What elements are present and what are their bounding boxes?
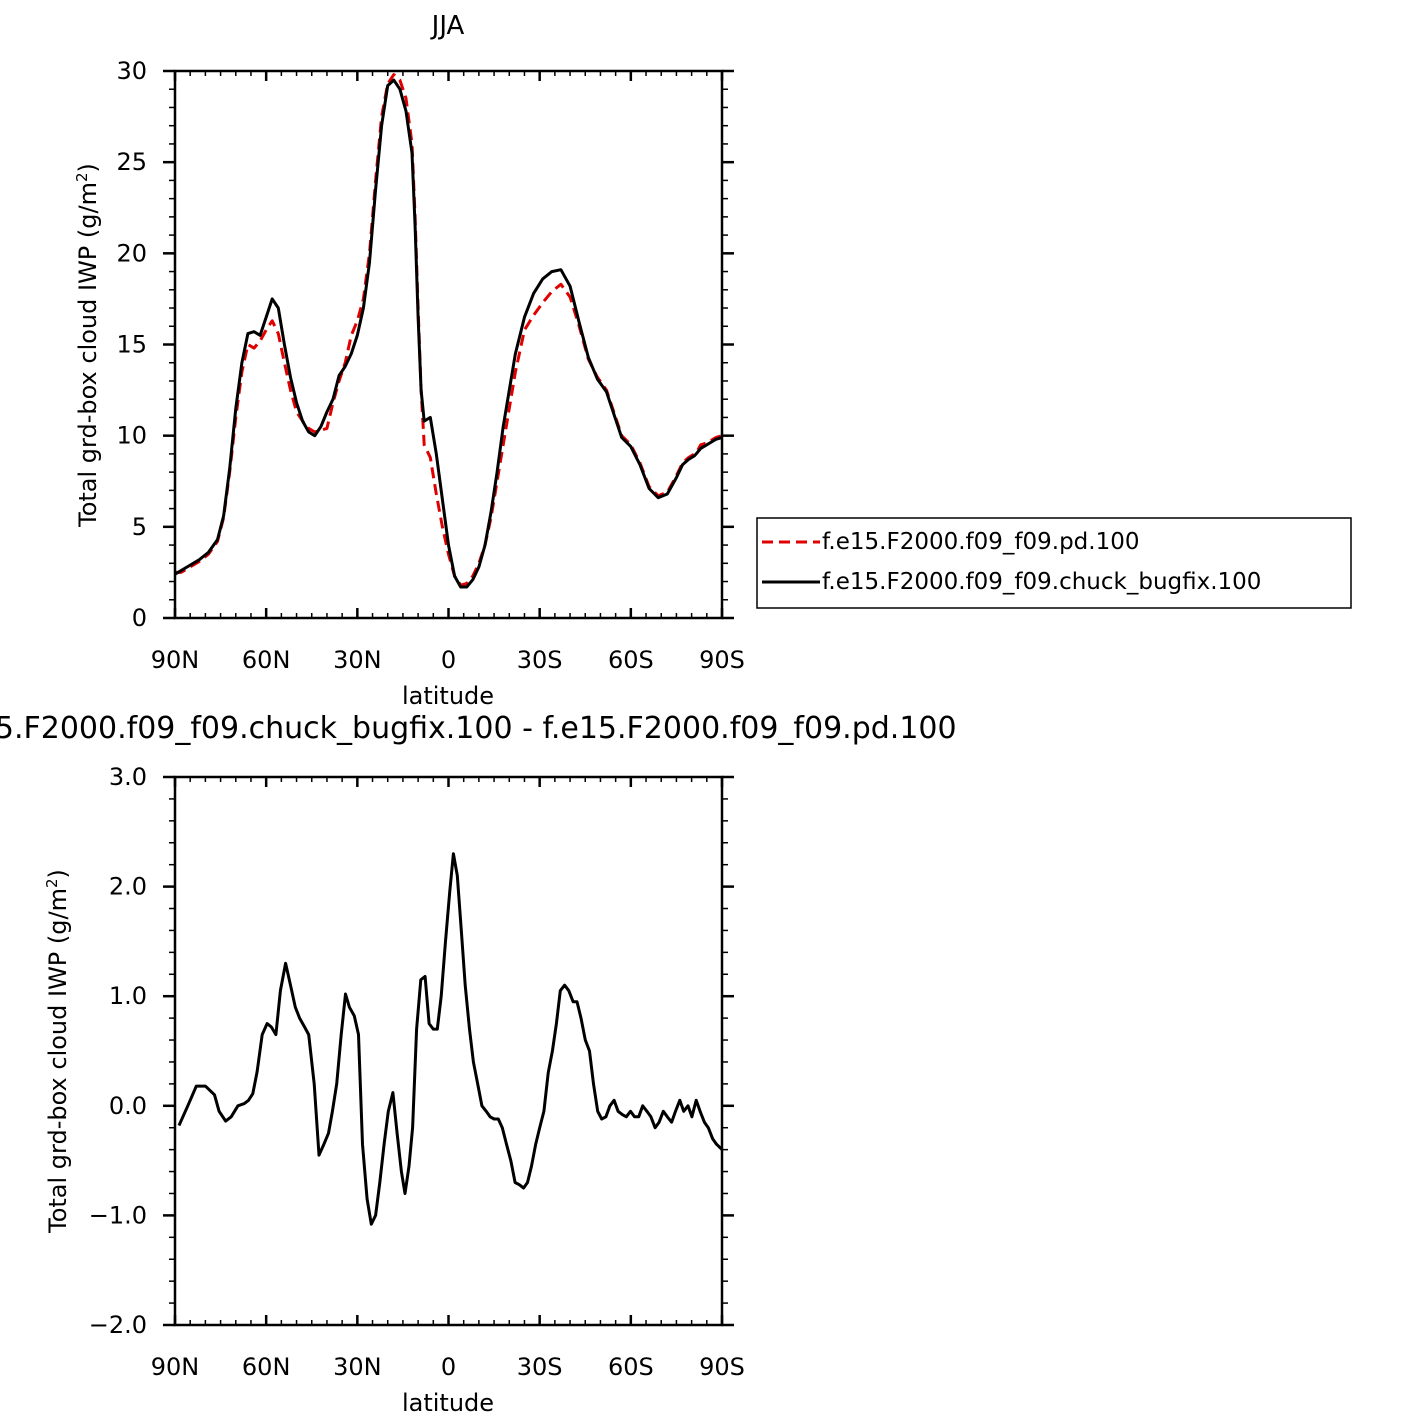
lower-plot-x-tick-label: 90N bbox=[151, 1353, 200, 1381]
lower-plot-y-tick-label: −1.0 bbox=[89, 1201, 147, 1229]
lower-plot-x-tick-label: 30N bbox=[333, 1353, 382, 1381]
upper-plot-y-tick-label: 25 bbox=[116, 148, 147, 176]
lower-plot-panel: f.e15.F2000.f09_f09.chuck_bugfix.100 - f… bbox=[0, 711, 957, 1417]
lower-plot-y-tick-label: 1.0 bbox=[109, 982, 147, 1010]
upper-plot-series-line-1 bbox=[174, 78, 723, 589]
upper-plot-ticks: 90N 60N 30N 0 30S 60S 90S 0 5 10 15 20 25 30 bbox=[116, 57, 744, 674]
upper-plot-y-axis-label-superscript: 2 bbox=[73, 172, 91, 182]
upper-plot-y-tick-label: 15 bbox=[116, 331, 147, 359]
lower-plot-ticks: 90N 60N 30N 0 30S 60S 90S −2.0 −1.0 0.0 1.0 2.0 3.0 bbox=[89, 763, 745, 1381]
upper-plot-x-axis-label: latitude bbox=[402, 682, 494, 710]
legend-label-chuck-bugfix: f.e15.F2000.f09_f09.chuck_bugfix.100 bbox=[822, 569, 1261, 595]
upper-plot-x-tick-label: 0 bbox=[441, 646, 456, 674]
upper-plot-x-tick-label: 30S bbox=[517, 646, 563, 674]
upper-plot-x-tick-label: 60S bbox=[608, 646, 654, 674]
upper-plot-x-tick-label: 90S bbox=[699, 646, 745, 674]
upper-plot-x-tick-label: 60N bbox=[242, 646, 291, 674]
lower-plot-x-tick-label: 0 bbox=[441, 1353, 456, 1381]
lower-plot-series-group bbox=[177, 852, 724, 1226]
upper-plot-series-line-0 bbox=[175, 73, 723, 587]
lower-plot-x-tick-label: 60N bbox=[242, 1353, 291, 1381]
lower-plot-x-tick-label: 60S bbox=[608, 1353, 654, 1381]
legend-frame bbox=[756, 517, 1352, 609]
upper-plot-x-tick-label: 90N bbox=[151, 646, 200, 674]
lower-plot-y-tick-label: 0.0 bbox=[109, 1092, 147, 1120]
lower-plot-y-axis-label-superscript: 2 bbox=[43, 878, 61, 888]
upper-plot-y-tick-label: 0 bbox=[132, 604, 147, 632]
upper-plot-y-tick-label: 5 bbox=[132, 513, 147, 541]
upper-plot-legend: f.e15.F2000.f09_f09.pd.100 f.e15.F2000.f… bbox=[756, 517, 1352, 609]
upper-plot-y-tick-label: 20 bbox=[116, 239, 147, 267]
upper-plot-y-tick-label: 30 bbox=[116, 57, 147, 85]
lower-plot-y-axis-label: Total grd-box cloud IWP (g/m2) bbox=[43, 869, 72, 1234]
lower-plot-x-axis-label: latitude bbox=[402, 1389, 494, 1417]
lower-plot-y-tick-label: −2.0 bbox=[89, 1311, 147, 1339]
lower-plot-series-line-0 bbox=[177, 852, 724, 1226]
upper-plot-y-axis-label: Total grd-box cloud IWP (g/m2) bbox=[73, 163, 102, 528]
lower-plot-frame bbox=[173, 775, 724, 1327]
upper-plot-y-tick-label: 10 bbox=[116, 422, 147, 450]
upper-plot-series-group bbox=[174, 73, 723, 589]
upper-plot-panel: JJA 90N 60N 30N 0 30S 60S 90S 0 5 10 15 20 25 30 Tota… bbox=[73, 11, 745, 710]
lower-plot-x-tick-label: 90S bbox=[699, 1353, 745, 1381]
upper-plot-x-tick-label: 30N bbox=[333, 646, 382, 674]
lower-plot-y-tick-label: 2.0 bbox=[109, 873, 147, 901]
lower-plot-y-tick-label: 3.0 bbox=[109, 763, 147, 791]
upper-plot-title: JJA bbox=[430, 11, 465, 41]
lower-plot-x-tick-label: 30S bbox=[517, 1353, 563, 1381]
legend-label-pd: f.e15.F2000.f09_f09.pd.100 bbox=[822, 529, 1140, 555]
lower-plot-title: f.e15.F2000.f09_f09.chuck_bugfix.100 - f… bbox=[0, 711, 957, 746]
